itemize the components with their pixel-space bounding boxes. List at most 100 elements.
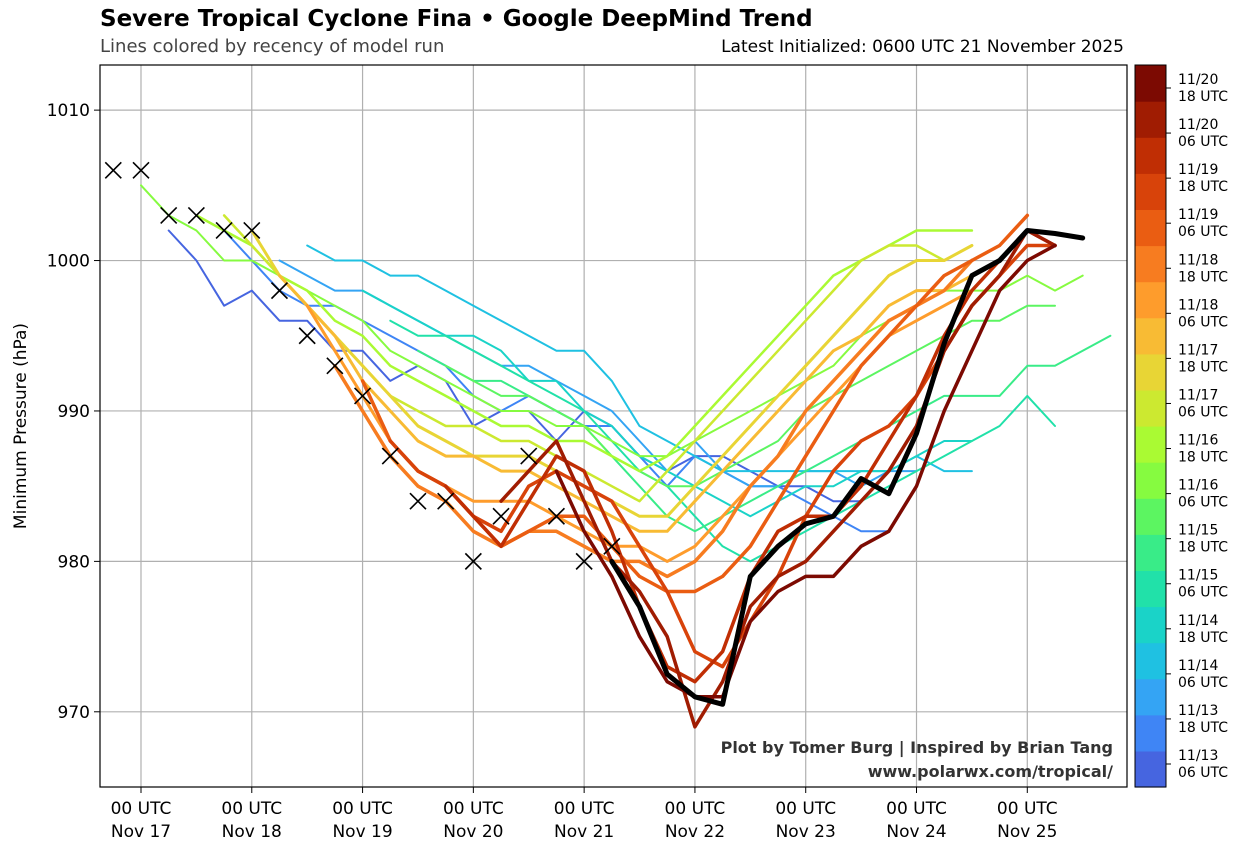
observed-marker (298, 327, 316, 345)
observed-marker (132, 161, 150, 179)
observed-marker-stroke (409, 492, 427, 510)
series-line (554, 243, 1057, 699)
observed-marker (187, 206, 205, 224)
colorbar-segment (1135, 642, 1166, 680)
colorbar-label-date: 11/16 (1178, 433, 1218, 449)
x-tick-label-date: Nov 21 (554, 822, 614, 842)
colorbar-label-time: 18 UTC (1178, 89, 1228, 105)
colorbar-segment (1135, 714, 1166, 752)
colorbar-segment (1135, 173, 1166, 210)
colorbar-label-date: 11/20 (1178, 72, 1218, 88)
observed-marker-stroke (437, 492, 455, 510)
colorbar-segment (1135, 209, 1166, 247)
colorbar-label-time: 06 UTC (1178, 495, 1228, 511)
x-tick-label-time: 00 UTC (443, 799, 504, 819)
observed-marker (243, 221, 261, 240)
observed-marker-stroke (354, 387, 372, 405)
y-tick-label: 1000 (47, 252, 90, 272)
x-tick-label-date: Nov 20 (443, 822, 503, 842)
colorbar-label-time: 06 UTC (1178, 134, 1228, 150)
x-tick-label-time: 00 UTC (221, 799, 282, 819)
plot-area (100, 65, 1127, 787)
credit-line-2: www.polarwx.com/tropical/ (868, 762, 1113, 781)
observed-marker-stroke (464, 552, 482, 570)
x-tick-label-time: 00 UTC (886, 799, 947, 819)
colorbar-label-time: 06 UTC (1178, 224, 1228, 240)
observed-marker-stroke (326, 357, 344, 375)
x-tick-label-time: 00 UTC (554, 799, 615, 819)
colorbar-label-date: 11/19 (1178, 162, 1218, 178)
observed-marker-stroke (575, 552, 593, 570)
observed-markers (104, 161, 621, 570)
colorbar-label-time: 18 UTC (1178, 359, 1228, 375)
chart-subtitle: Lines colored by recency of model run (100, 36, 445, 57)
colorbar-segment (1135, 245, 1166, 283)
observed-marker (160, 206, 178, 224)
colorbar-label-time: 18 UTC (1178, 450, 1228, 466)
colorbar-label-date: 11/18 (1178, 252, 1218, 268)
x-tick-label-date: Nov 19 (332, 822, 392, 842)
colorbar-frame (1134, 64, 1167, 788)
observed-marker-stroke (298, 327, 316, 345)
x-tick-label-time: 00 UTC (665, 799, 726, 819)
observed-marker (520, 447, 538, 465)
colorbar-label-time: 06 UTC (1178, 675, 1228, 691)
colorbar-segment (1135, 498, 1166, 535)
colorbar-label-time: 18 UTC (1178, 179, 1228, 195)
colorbar-segment (1135, 462, 1166, 499)
colorbar-label-time: 06 UTC (1178, 765, 1228, 781)
colorbar-label-time: 06 UTC (1178, 314, 1228, 330)
colorbar-label-date: 11/20 (1178, 117, 1218, 133)
colorbar-segment (1135, 606, 1166, 644)
colorbar-label-date: 11/14 (1178, 658, 1218, 674)
x-tick-label-date: Nov 22 (665, 822, 725, 842)
y-tick-label: 990 (58, 402, 90, 422)
plot-frame (99, 64, 1128, 788)
observed-marker-stroke (104, 161, 122, 179)
series-line (389, 319, 1056, 563)
observed-marker (326, 357, 344, 375)
y-tick-label: 1010 (47, 101, 90, 121)
latest-initialized: Latest Initialized: 0600 UTC 21 November… (721, 37, 1124, 57)
colorbar-label-date: 11/14 (1178, 613, 1218, 629)
observed-marker (547, 507, 566, 525)
y-tick-label: 970 (58, 703, 90, 723)
series-line (609, 228, 1086, 707)
observed-marker (575, 552, 593, 570)
y-axis: 970 980 990 1000 1010 (47, 101, 100, 723)
observed-marker (381, 447, 399, 465)
observed-marker-stroke (215, 221, 233, 240)
series-group (140, 184, 1112, 729)
observed-marker (492, 507, 510, 525)
colorbar-label-date: 11/19 (1178, 207, 1218, 223)
chart-title: Severe Tropical Cyclone Fina • Google De… (100, 6, 813, 32)
grid-lines (100, 65, 1127, 787)
colorbar-segment (1135, 101, 1166, 138)
observed-marker-stroke (132, 161, 150, 179)
colorbar-segment (1135, 281, 1166, 319)
observed-marker-stroke (270, 282, 289, 300)
x-tick-label-date: Nov 24 (886, 822, 946, 842)
colorbar-segment (1135, 317, 1166, 355)
observed-marker (215, 221, 233, 240)
y-axis-label: Minimum Pressure (hPa) (11, 323, 31, 529)
x-tick-label-date: Nov 23 (776, 822, 836, 842)
x-tick-label-time: 00 UTC (332, 799, 393, 819)
series-line (444, 304, 1056, 488)
x-tick-label-time: 00 UTC (775, 799, 836, 819)
observed-marker (354, 387, 372, 405)
observed-marker-stroke (603, 537, 621, 555)
series-line (499, 228, 1057, 729)
colorbar-label-date: 11/18 (1178, 297, 1218, 313)
observed-marker-stroke (381, 447, 399, 465)
x-tick-label-date: Nov 17 (111, 822, 171, 842)
x-tick-label-time: 00 UTC (111, 799, 172, 819)
credit-line-1: Plot by Tomer Burg | Inspired by Brian T… (721, 738, 1113, 758)
colorbar-segment (1135, 389, 1166, 427)
colorbar-label-time: 18 UTC (1178, 630, 1228, 646)
colorbar-label-date: 11/13 (1178, 703, 1218, 719)
colorbar-segment (1135, 137, 1166, 174)
colorbar-label-date: 11/13 (1178, 748, 1218, 764)
colorbar-label-time: 06 UTC (1178, 404, 1228, 420)
colorbar-label-date: 11/17 (1178, 342, 1218, 358)
